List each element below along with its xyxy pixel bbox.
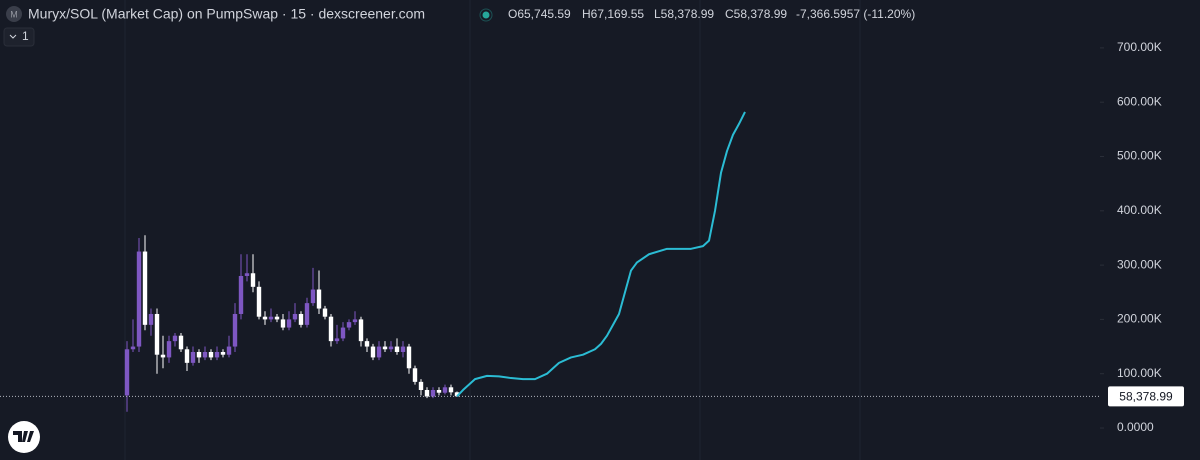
candle-body <box>418 381 424 391</box>
y-tick-label: 500.00K <box>1117 149 1162 163</box>
candle-body <box>238 275 244 314</box>
y-tick-label: 200.00K <box>1117 312 1162 326</box>
candle-body <box>268 316 274 320</box>
candle-body <box>448 387 454 393</box>
candle-body <box>304 303 310 325</box>
candle-body <box>190 351 196 363</box>
y-tick-label: 700.00K <box>1117 40 1162 54</box>
candle-body <box>244 273 250 276</box>
status-dot <box>482 11 490 19</box>
candle-body <box>388 346 394 350</box>
candle-body <box>154 313 160 355</box>
symbol-letter: M <box>10 9 18 19</box>
candle-body <box>166 341 172 358</box>
trend-line <box>456 111 746 398</box>
candle-body <box>196 351 202 358</box>
ohlc-high: H67,169.55 <box>582 7 644 21</box>
symbol-icon <box>6 6 22 22</box>
indicator-toggle[interactable] <box>3 27 35 47</box>
candle-body <box>274 316 280 320</box>
candle-body <box>298 313 304 325</box>
candle-body <box>328 316 334 342</box>
candle-body <box>280 319 286 328</box>
candle-body <box>178 335 184 350</box>
candle-body <box>136 251 142 347</box>
chart-title[interactable]: Muryx/SOL (Market Cap) on PumpSwap · 15 … <box>28 6 425 22</box>
candle-body <box>214 351 220 358</box>
candle-body <box>130 346 136 350</box>
candle-body <box>286 319 292 328</box>
ohlc-low: L58,378.99 <box>654 7 714 21</box>
candle-body <box>232 313 238 347</box>
candle-body <box>160 354 166 358</box>
y-tick-label: 400.00K <box>1117 203 1162 217</box>
candle-body <box>340 327 346 339</box>
chevron-icon <box>9 34 17 39</box>
candle-body <box>172 335 178 342</box>
candle-body <box>430 390 436 397</box>
candle-body <box>292 313 298 320</box>
candle-body <box>400 346 406 352</box>
candle-body <box>382 346 388 350</box>
ohlc-change: -7,366.5957 (-11.20%) <box>796 7 915 21</box>
candle-body <box>208 351 214 358</box>
candle-body <box>322 308 328 317</box>
candle-body <box>412 368 418 382</box>
candle-body <box>424 390 430 397</box>
candle-body <box>358 319 364 342</box>
candle-body <box>346 322 352 328</box>
candle-body <box>454 392 460 397</box>
price-tag-label: 58,378.99 <box>1119 389 1173 403</box>
y-tick-label: 300.00K <box>1117 257 1162 271</box>
candle-body <box>376 346 382 358</box>
candle-body <box>256 286 262 317</box>
price-tag <box>1108 386 1184 407</box>
candle-body <box>310 289 316 304</box>
candle-body <box>334 338 340 342</box>
tv-logo-mark <box>13 431 34 442</box>
ohlc-open: O65,745.59 <box>508 7 571 21</box>
candle-body <box>394 346 400 352</box>
candle-body <box>442 387 448 393</box>
candle-body <box>370 346 376 358</box>
ohlc-close: C58,378.99 <box>725 7 787 21</box>
candle-body <box>352 319 358 323</box>
indicator-count: 1 <box>22 29 29 43</box>
candle-body <box>220 351 226 355</box>
y-tick-label: 100.00K <box>1117 366 1162 380</box>
candle-body <box>436 390 442 393</box>
candle-body <box>226 346 232 355</box>
candle-body <box>124 349 130 396</box>
candle-body <box>142 251 148 325</box>
candle-body <box>316 289 322 309</box>
candle-body <box>250 273 256 287</box>
candle-body <box>364 341 370 347</box>
candle-body <box>148 313 154 325</box>
candle-body <box>262 316 268 320</box>
candle-body <box>406 346 412 369</box>
status-ring <box>479 8 493 22</box>
candle-body <box>202 351 208 358</box>
y-tick-label: 0.0000 <box>1117 420 1154 434</box>
candle-body <box>184 349 190 363</box>
y-tick-label: 600.00K <box>1117 94 1162 108</box>
